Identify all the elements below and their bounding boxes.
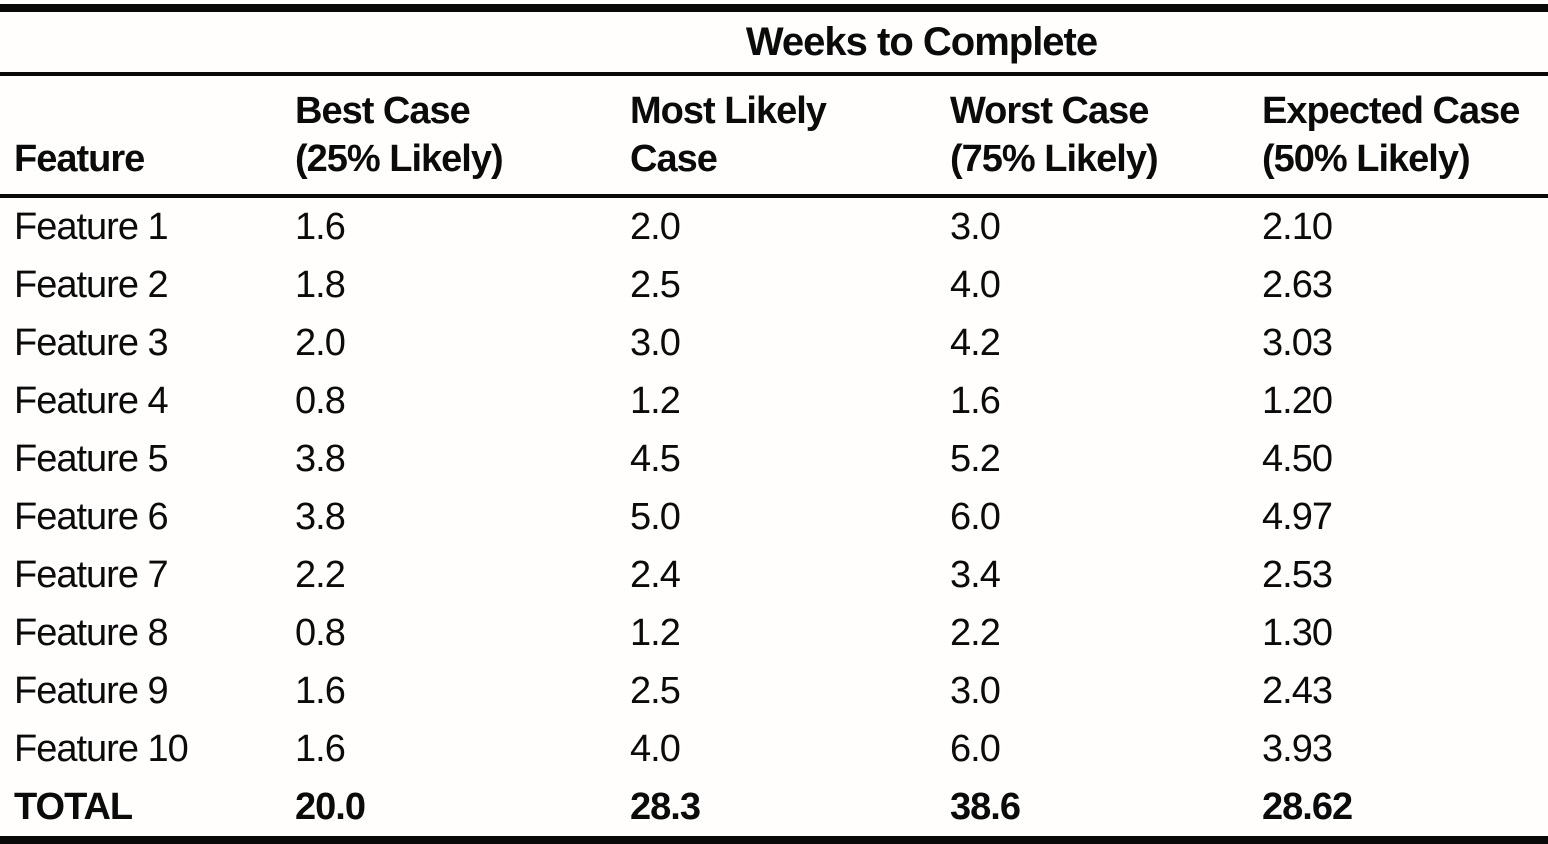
most-likely-cell: 5.0: [630, 495, 681, 538]
most-likely-cell: 2.4: [630, 553, 681, 596]
expected-case-cell: 4.97: [1262, 495, 1333, 538]
feature-cell: Feature 2: [14, 263, 169, 306]
most-likely-cell: 3.0: [630, 321, 681, 364]
most-likely-cell: 1.2: [630, 611, 681, 654]
col-header-expected-sub: (50% Likely): [1262, 138, 1471, 181]
table-row: Feature 9 1.6 2.5 3.0 2.43: [0, 662, 1548, 720]
expected-case-cell: 2.63: [1262, 263, 1333, 306]
expected-case-cell: 1.30: [1262, 611, 1333, 654]
table-row: Feature 8 0.8 1.2 2.2 1.30: [0, 604, 1548, 662]
best-case-cell: 3.8: [295, 437, 346, 480]
col-header-worst-case: Worst Case (75% Likely): [950, 87, 1262, 184]
worst-case-cell: 38.6: [950, 785, 1021, 828]
best-case-cell: 1.6: [295, 669, 346, 712]
col-header-most-likely: Most Likely Case: [630, 87, 950, 184]
worst-case-cell: 3.0: [950, 205, 1001, 248]
expected-case-cell: 2.43: [1262, 669, 1333, 712]
table-top-rule: [0, 4, 1548, 12]
worst-case-cell: 3.0: [950, 669, 1001, 712]
expected-case-cell: 2.53: [1262, 553, 1333, 596]
table-body: Feature 1 1.6 2.0 3.0 2.10 Feature 2 1.8…: [0, 198, 1548, 836]
table-row: Feature 5 3.8 4.5 5.2 4.50: [0, 430, 1548, 488]
feature-cell: Feature 3: [14, 321, 169, 364]
spanner-divider-rule: [0, 72, 1548, 76]
best-case-cell: 0.8: [295, 379, 346, 422]
feature-cell: Feature 6: [14, 495, 169, 538]
feature-cell: Feature 5: [14, 437, 169, 480]
most-likely-cell: 2.5: [630, 669, 681, 712]
spanner-header-row: Weeks to Complete: [0, 12, 1548, 72]
column-header-row: Feature Best Case (25% Likely) Most Likel…: [0, 76, 1548, 194]
col-header-most-likely-sub: Case: [630, 138, 718, 181]
table-row: Feature 1 1.6 2.0 3.0 2.10: [0, 198, 1548, 256]
worst-case-cell: 6.0: [950, 727, 1001, 770]
table-row: Feature 7 2.2 2.4 3.4 2.53: [0, 546, 1548, 604]
table-bottom-rule: [0, 836, 1548, 844]
table-total-row: TOTAL 20.0 28.3 38.6 28.62: [0, 778, 1548, 836]
feature-cell: Feature 9: [14, 669, 169, 712]
worst-case-cell: 3.4: [950, 553, 1001, 596]
feature-cell: TOTAL: [14, 785, 133, 828]
most-likely-cell: 1.2: [630, 379, 681, 422]
feature-cell: Feature 7: [14, 553, 169, 596]
col-header-most-likely-label: Most Likely: [630, 89, 827, 132]
best-case-cell: 3.8: [295, 495, 346, 538]
col-header-best-case: Best Case (25% Likely): [295, 87, 630, 184]
most-likely-cell: 4.0: [630, 727, 681, 770]
best-case-cell: 1.8: [295, 263, 346, 306]
worst-case-cell: 5.2: [950, 437, 1001, 480]
best-case-cell: 1.6: [295, 205, 346, 248]
worst-case-cell: 4.2: [950, 321, 1001, 364]
worst-case-cell: 1.6: [950, 379, 1001, 422]
table-row: Feature 10 1.6 4.0 6.0 3.93: [0, 720, 1548, 778]
table-row: Feature 3 2.0 3.0 4.2 3.03: [0, 314, 1548, 372]
col-header-worst-label: Worst Case: [950, 89, 1149, 132]
most-likely-cell: 4.5: [630, 437, 681, 480]
best-case-cell: 2.0: [295, 321, 346, 364]
expected-case-cell: 1.20: [1262, 379, 1333, 422]
best-case-cell: 2.2: [295, 553, 346, 596]
feature-cell: Feature 4: [14, 379, 169, 422]
expected-case-cell: 2.10: [1262, 205, 1333, 248]
expected-case-cell: 3.93: [1262, 727, 1333, 770]
table-row: Feature 2 1.8 2.5 4.0 2.63: [0, 256, 1548, 314]
col-header-expected-case: Expected Case (50% Likely): [1262, 87, 1548, 184]
col-header-best-label: Best Case: [295, 89, 471, 132]
col-header-best-sub: (25% Likely): [295, 138, 504, 181]
header-divider-rule: [0, 194, 1548, 198]
feature-cell: Feature 10: [14, 727, 189, 770]
best-case-cell: 0.8: [295, 611, 346, 654]
worst-case-cell: 2.2: [950, 611, 1001, 654]
worst-case-cell: 6.0: [950, 495, 1001, 538]
feature-cell: Feature 1: [14, 205, 169, 248]
table-row: Feature 6 3.8 5.0 6.0 4.97: [0, 488, 1548, 546]
col-header-feature-label: Feature: [14, 138, 145, 181]
expected-case-cell: 4.50: [1262, 437, 1333, 480]
best-case-cell: 20.0: [295, 785, 366, 828]
best-case-cell: 1.6: [295, 727, 346, 770]
expected-case-cell: 28.62: [1262, 785, 1353, 828]
most-likely-cell: 28.3: [630, 785, 701, 828]
col-header-worst-sub: (75% Likely): [950, 138, 1159, 181]
most-likely-cell: 2.0: [630, 205, 681, 248]
expected-case-cell: 3.03: [1262, 321, 1333, 364]
table-row: Feature 4 0.8 1.2 1.6 1.20: [0, 372, 1548, 430]
col-header-expected-label: Expected Case: [1262, 89, 1520, 132]
col-header-feature: Feature: [0, 135, 295, 184]
table-spanner-title: Weeks to Complete: [745, 19, 1098, 64]
worst-case-cell: 4.0: [950, 263, 1001, 306]
most-likely-cell: 2.5: [630, 263, 681, 306]
feature-cell: Feature 8: [14, 611, 169, 654]
